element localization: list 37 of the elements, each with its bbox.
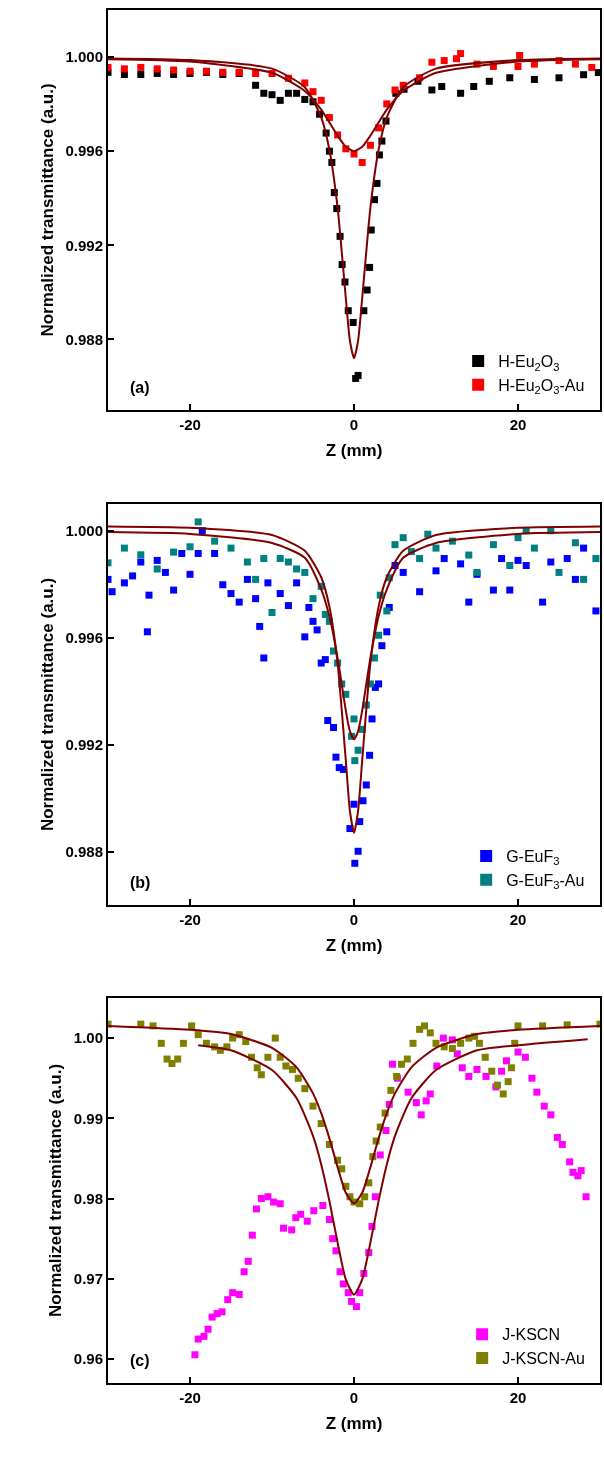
y-tick-label: 1.000 [65, 521, 103, 539]
y-tick-label: 0.99 [73, 1109, 103, 1127]
annotation: (a) [130, 379, 150, 396]
x-axis-title: Z (mm) [325, 440, 383, 460]
x-tick-label: -20 [179, 416, 201, 433]
y-axis-title: Normalized transmittance (a.u.) [45, 1063, 65, 1318]
legend-label: H-Eu$_{2}$O$_{3}$ [498, 353, 560, 373]
y-axis-title: Normalized transmittance (a.u.) [37, 577, 57, 832]
annotation: (c) [130, 1352, 150, 1369]
y-tick-label: 0.996 [65, 628, 103, 646]
y-tick-label: 0.992 [65, 236, 103, 254]
x-axis-title: Z (mm) [325, 935, 383, 955]
legend-label: J-KSCN-Au [502, 1350, 585, 1368]
y-tick-label: 0.988 [65, 330, 103, 348]
x-tick-label: 20 [509, 911, 527, 928]
y-tick-label: 0.992 [65, 735, 103, 753]
x-tick-label: 20 [509, 416, 527, 433]
legend-label: H-Eu$_{2}$O$_{3}$-Au [498, 376, 585, 397]
x-tick-label: 0 [349, 416, 359, 433]
y-tick-label: 1.000 [65, 48, 103, 66]
y-tick-label: 0.988 [65, 842, 103, 860]
y-tick-label: 0.98 [73, 1189, 103, 1207]
y-tick-label: 0.96 [73, 1350, 103, 1368]
x-tick-label: -20 [179, 1389, 201, 1406]
y-tick-label: 1.00 [73, 1029, 103, 1047]
y-axis-title: Normalized transmittance (a.u.) [37, 83, 57, 337]
x-tick-label: 20 [509, 1389, 527, 1406]
x-tick-label: -20 [179, 911, 201, 928]
y-tick-label: 0.97 [73, 1269, 103, 1287]
legend-label: G-EuF$_{3}$ [506, 848, 560, 868]
x-tick-label: 0 [349, 1389, 359, 1406]
x-tick-label: 0 [349, 911, 359, 928]
x-axis-title: Z (mm) [325, 1413, 383, 1433]
legend-label: G-EuF$_{3}$-Au [506, 871, 585, 892]
y-tick-label: 0.996 [65, 142, 103, 160]
legend-label: J-KSCN [502, 1326, 560, 1344]
annotation: (b) [130, 874, 151, 891]
